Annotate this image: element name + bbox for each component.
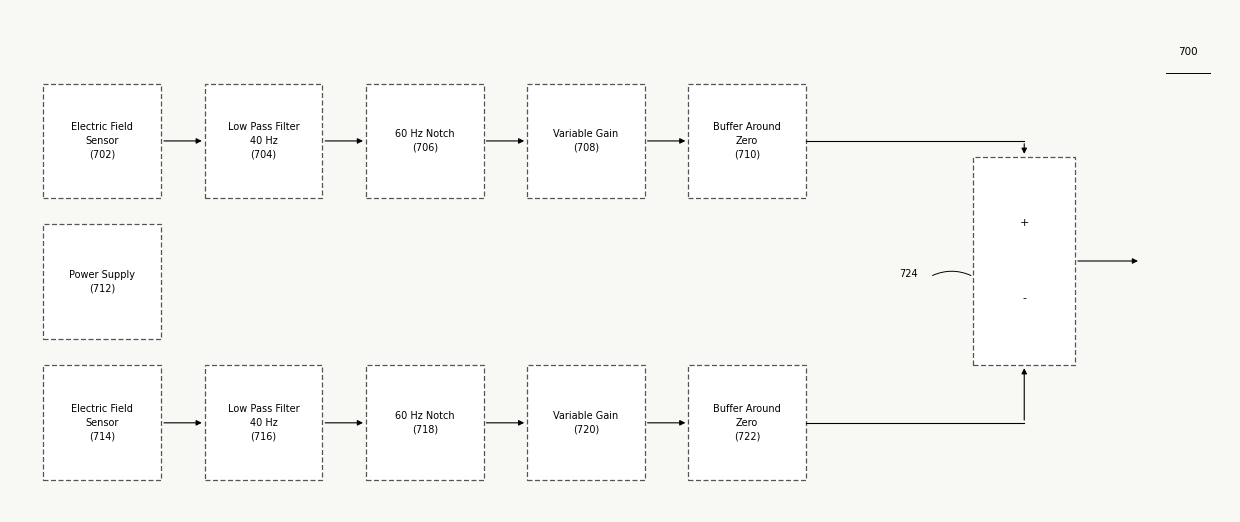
Bar [205,84,322,198]
Bar [527,84,645,198]
Text: Variable Gain
(720): Variable Gain (720) [553,411,619,435]
Text: Low Pass Filter
40 Hz
(716): Low Pass Filter 40 Hz (716) [228,404,299,442]
Bar [688,84,806,198]
Text: 724: 724 [899,269,918,279]
Text: Electric Field
Sensor
(714): Electric Field Sensor (714) [72,404,133,442]
Bar [366,84,484,198]
Text: 60 Hz Notch
(706): 60 Hz Notch (706) [394,129,455,153]
Bar [43,365,161,480]
Text: +: + [1019,218,1029,229]
Text: Buffer Around
Zero
(710): Buffer Around Zero (710) [713,122,781,160]
Bar [527,365,645,480]
Bar [43,84,161,198]
Text: Power Supply
(712): Power Supply (712) [69,270,135,294]
Text: -: - [1022,293,1027,304]
Bar [973,157,1075,365]
Text: Low Pass Filter
40 Hz
(704): Low Pass Filter 40 Hz (704) [228,122,299,160]
Text: Buffer Around
Zero
(722): Buffer Around Zero (722) [713,404,781,442]
Bar [205,365,322,480]
Text: Electric Field
Sensor
(702): Electric Field Sensor (702) [72,122,133,160]
Bar [366,365,484,480]
Bar [43,224,161,339]
Bar [688,365,806,480]
Text: 60 Hz Notch
(718): 60 Hz Notch (718) [394,411,455,435]
Text: Variable Gain
(708): Variable Gain (708) [553,129,619,153]
Text: 700: 700 [1178,47,1198,57]
